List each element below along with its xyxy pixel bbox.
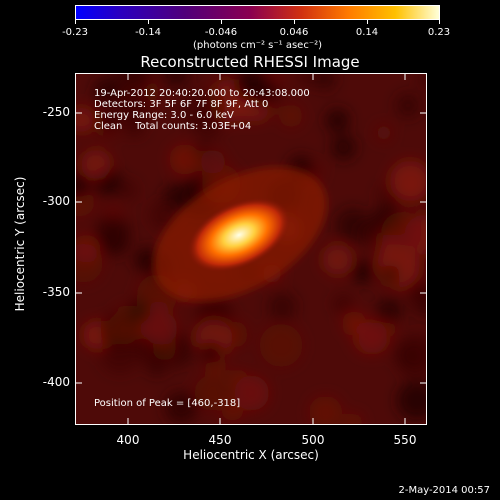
y-tick-label: -250 <box>42 105 70 119</box>
info-energy-range: Energy Range: 3.0 - 6.0 keV <box>94 110 234 121</box>
x-axis-label: Heliocentric X (arcsec) <box>183 448 319 462</box>
info-detectors: Detectors: 3F 5F 6F 7F 8F 9F, Att 0 <box>94 99 269 110</box>
y-tick-label: -400 <box>42 375 70 389</box>
colorbar-label: 0.23 <box>427 27 451 38</box>
y-tick-label: -350 <box>42 285 70 299</box>
colorbar-tick <box>367 19 368 24</box>
colorbar-label: -0.23 <box>62 27 88 38</box>
colorbar-tick <box>75 19 76 24</box>
info-clean-counts: Clean Total counts: 3.03E+04 <box>94 121 252 132</box>
plot-title: Reconstructed RHESSI Image <box>140 53 360 71</box>
colorbar-label: -0.046 <box>204 27 238 38</box>
map-noise <box>76 74 426 424</box>
x-tick-label: 500 <box>301 433 325 447</box>
x-tick-label: 400 <box>116 433 140 447</box>
info-peak-position: Position of Peak = [460,-318] <box>94 398 241 409</box>
colorbar-tick <box>294 19 295 24</box>
colorbar-label: 0.046 <box>279 27 309 38</box>
colorbar-tick <box>439 19 440 24</box>
colorbar-tick <box>148 19 149 24</box>
flare-source <box>187 197 291 273</box>
colorbar-label: 0.14 <box>355 27 379 38</box>
y-tick-label: -300 <box>42 194 70 208</box>
colorbar-label: -0.14 <box>135 27 161 38</box>
rhessi-map <box>76 74 426 424</box>
image-plot: 19-Apr-2012 20:40:20.000 to 20:43:08.000… <box>75 73 427 425</box>
colorbar-tick <box>221 19 222 24</box>
colorbar-units: (photons cm⁻² s⁻¹ asec⁻²) <box>192 40 323 51</box>
y-axis-label: Heliocentric Y (arcsec) <box>13 176 27 312</box>
info-time-range: 19-Apr-2012 20:40:20.000 to 20:43:08.000 <box>94 88 310 99</box>
x-tick-label: 550 <box>393 433 417 447</box>
x-tick-label: 450 <box>208 433 232 447</box>
colorbar <box>75 5 440 20</box>
datestamp: 2-May-2014 00:57 <box>398 485 490 496</box>
